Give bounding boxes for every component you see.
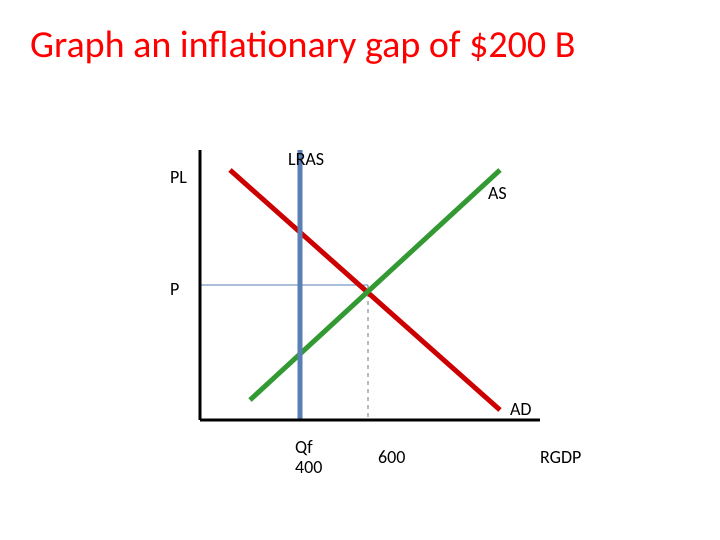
ylabel-PL: PL [170, 168, 187, 188]
label-AS: AS [488, 184, 507, 204]
xlabel-RGDP: RGDP [540, 448, 581, 468]
chart-svg [140, 130, 600, 490]
label-Qf400: Qf 400 [295, 438, 322, 478]
label-AD: AD [510, 400, 532, 420]
econ-chart: PL RGDP LRAS AS AD P 600 Qf 400 [140, 130, 600, 490]
label-600: 600 [378, 448, 405, 468]
page-title: Graph an inflationary gap of $200 B [30, 22, 690, 68]
label-LRAS: LRAS [288, 150, 324, 170]
label-P: P [170, 280, 179, 300]
